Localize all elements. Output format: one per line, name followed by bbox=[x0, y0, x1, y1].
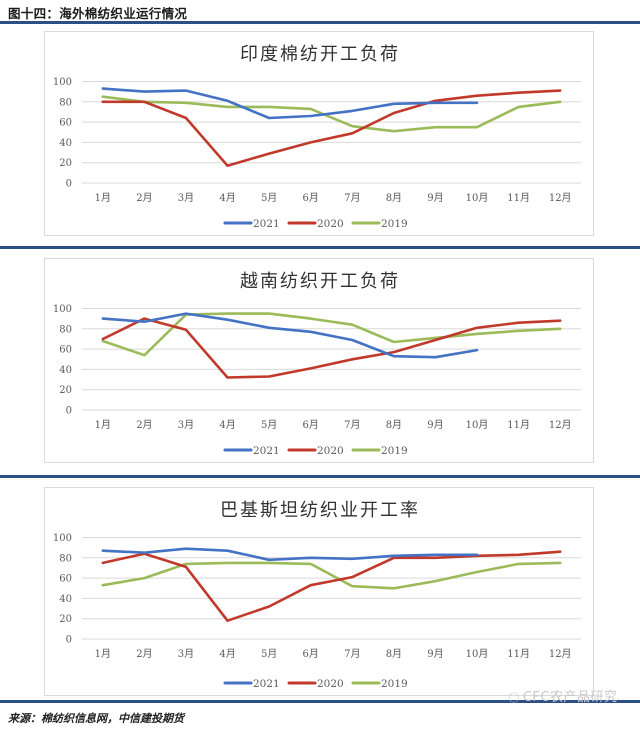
x-tick-label: 8月 bbox=[386, 648, 402, 660]
series-line-2021 bbox=[101, 312, 479, 359]
y-tick-label: 80 bbox=[59, 324, 72, 335]
y-tick-label: 20 bbox=[59, 158, 72, 169]
series-line-2021 bbox=[101, 87, 479, 120]
legend-label-2019: 2019 bbox=[381, 445, 408, 457]
y-tick-label: 60 bbox=[59, 574, 72, 585]
x-tick-label: 4月 bbox=[219, 192, 235, 204]
series-line-2020 bbox=[101, 89, 562, 167]
x-tick-label: 9月 bbox=[427, 192, 443, 204]
x-tick-label: 3月 bbox=[178, 192, 194, 204]
x-tick-label: 8月 bbox=[386, 192, 402, 204]
x-tick-label: 11月 bbox=[507, 648, 530, 660]
legend-label-2020: 2020 bbox=[317, 218, 344, 230]
y-tick-label: 100 bbox=[53, 304, 72, 315]
series-line-2019 bbox=[101, 312, 562, 357]
y-tick-label: 20 bbox=[59, 614, 72, 625]
x-tick-label: 12月 bbox=[549, 419, 572, 431]
y-tick-label: 100 bbox=[53, 77, 72, 88]
series-line-2021 bbox=[101, 547, 479, 562]
x-tick-label: 11月 bbox=[507, 419, 530, 431]
x-tick-label: 5月 bbox=[261, 192, 277, 204]
x-tick-label: 1月 bbox=[95, 192, 111, 204]
y-tick-label: 0 bbox=[66, 179, 72, 190]
series-line-2020 bbox=[101, 550, 562, 622]
y-tick-label: 60 bbox=[59, 118, 72, 129]
x-tick-label: 1月 bbox=[95, 419, 111, 431]
chart-title: 印度棉纺开工负荷 bbox=[240, 44, 400, 65]
x-tick-label: 7月 bbox=[344, 192, 360, 204]
x-tick-label: 5月 bbox=[261, 419, 277, 431]
x-tick-label: 2月 bbox=[136, 419, 152, 431]
y-tick-label: 80 bbox=[59, 553, 72, 564]
y-tick-label: 0 bbox=[66, 406, 72, 417]
chart-title: 越南纺织开工负荷 bbox=[240, 271, 400, 292]
chart-pakistan: 巴基斯坦纺织业开工率 0 20 40 60 80 100 1月 2月 3月 4月 5月 6月 7月 8月 9月… bbox=[44, 487, 594, 696]
x-tick-label: 10月 bbox=[466, 648, 489, 660]
x-tick-label: 10月 bbox=[466, 192, 489, 204]
series-line-2019 bbox=[101, 95, 562, 133]
separator-1 bbox=[0, 246, 640, 249]
x-tick-label: 8月 bbox=[386, 419, 402, 431]
x-tick-label: 7月 bbox=[344, 419, 360, 431]
x-tick-label: 6月 bbox=[303, 192, 319, 204]
x-tick-label: 9月 bbox=[427, 419, 443, 431]
watermark: ◌ CFC农产品研究 bbox=[508, 686, 617, 705]
x-tick-label: 5月 bbox=[261, 648, 277, 660]
x-tick-label: 4月 bbox=[219, 648, 235, 660]
x-tick-label: 6月 bbox=[303, 419, 319, 431]
x-tick-label: 3月 bbox=[178, 648, 194, 660]
legend-label-2020: 2020 bbox=[317, 445, 344, 457]
legend-label-2021: 2021 bbox=[253, 218, 280, 230]
source-note: 来源：棉纺织信息网，中信建投期货 bbox=[8, 712, 184, 725]
x-tick-label: 12月 bbox=[549, 648, 572, 660]
series-line-2019 bbox=[101, 561, 562, 590]
y-tick-label: 60 bbox=[59, 345, 72, 356]
series-line-2020 bbox=[101, 317, 562, 379]
watermark-text: CFC农产品研究 bbox=[522, 690, 618, 705]
x-tick-label: 9月 bbox=[427, 648, 443, 660]
y-tick-label: 20 bbox=[59, 385, 72, 396]
separator-bottom bbox=[0, 700, 640, 703]
y-tick-label: 40 bbox=[59, 365, 72, 376]
x-tick-label: 1月 bbox=[95, 648, 111, 660]
y-tick-label: 100 bbox=[53, 533, 72, 544]
y-tick-label: 80 bbox=[59, 97, 72, 108]
chart-vietnam: 越南纺织开工负荷 0 20 40 60 80 100 1月 2月 3月 4月 5月 6月 7月 8月 9月 10… bbox=[44, 258, 594, 463]
y-tick-label: 40 bbox=[59, 594, 72, 605]
x-tick-label: 10月 bbox=[466, 419, 489, 431]
x-tick-label: 2月 bbox=[136, 648, 152, 660]
separator-2 bbox=[0, 475, 640, 478]
y-tick-label: 40 bbox=[59, 138, 72, 149]
y-tick-label: 0 bbox=[66, 635, 72, 646]
legend-label-2019: 2019 bbox=[381, 678, 408, 690]
chart-india: 印度棉纺开工负荷 0 20 40 60 80 100 1月 2月 3月 4月 5月 6月 7月 8月 9月 10… bbox=[44, 31, 594, 236]
legend-label-2021: 2021 bbox=[253, 445, 280, 457]
legend-label-2020: 2020 bbox=[317, 678, 344, 690]
chart-title: 巴基斯坦纺织业开工率 bbox=[220, 500, 420, 521]
separator-top bbox=[0, 21, 640, 24]
wechat-icon: ◌ bbox=[508, 690, 520, 705]
x-tick-label: 7月 bbox=[344, 648, 360, 660]
x-tick-label: 3月 bbox=[178, 419, 194, 431]
x-tick-label: 4月 bbox=[219, 419, 235, 431]
x-tick-label: 2月 bbox=[136, 192, 152, 204]
figure-title: 图十四：海外棉纺织业运行情况 bbox=[8, 6, 188, 21]
legend-label-2021: 2021 bbox=[253, 678, 280, 690]
x-tick-label: 12月 bbox=[549, 192, 572, 204]
x-tick-label: 11月 bbox=[507, 192, 530, 204]
x-tick-label: 6月 bbox=[303, 648, 319, 660]
legend-label-2019: 2019 bbox=[381, 218, 408, 230]
